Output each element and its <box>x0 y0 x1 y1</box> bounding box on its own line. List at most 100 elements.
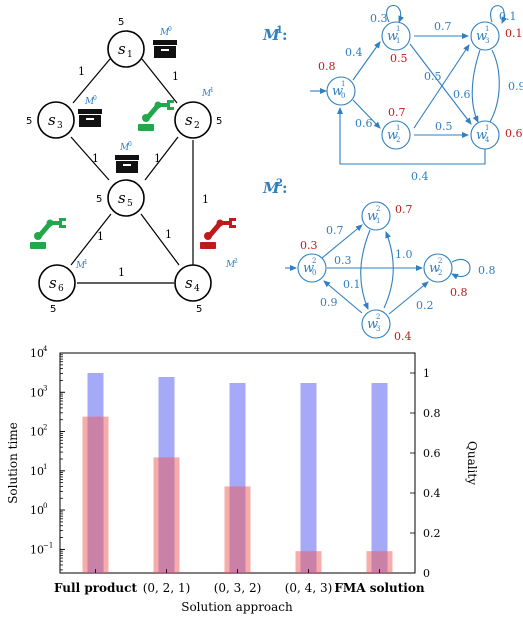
svg-text:w: w <box>367 209 378 224</box>
box-tag-s3: M <box>84 97 95 107</box>
category-label: (0, 3, 2) <box>214 581 262 595</box>
box-icon: M 0 <box>78 95 102 127</box>
node-s6: s 6 5 <box>38 264 76 315</box>
m1-title-sup: 1 <box>276 25 283 36</box>
y-tick-label: 10 <box>30 426 44 439</box>
m2-state-w1: w 2 1 <box>361 201 391 231</box>
y-tick-exp: 0 <box>43 502 47 510</box>
svg-text:0.1: 0.1 <box>505 27 523 40</box>
node-s1-sub: 1 <box>127 50 133 60</box>
svg-text:2: 2 <box>376 205 380 213</box>
m2-title-sup: 2 <box>276 178 283 189</box>
y-tick-label: 10 <box>30 543 44 556</box>
time-bar <box>366 551 393 573</box>
svg-text:w: w <box>332 84 343 99</box>
chart-y2label: Quality <box>465 441 479 485</box>
svg-text:0.9: 0.9 <box>508 80 523 93</box>
box-icon: M 0 <box>115 141 139 173</box>
svg-text:0.2: 0.2 <box>416 299 434 312</box>
svg-text:0.6: 0.6 <box>505 127 523 140</box>
m1-state-w3: w 1 3 <box>470 21 500 51</box>
svg-text:0.1: 0.1 <box>499 10 517 23</box>
m1-states: w 1 0 w 1 1 w 1 2 w 1 3 <box>326 21 500 150</box>
y2-tick-label: 0.4 <box>423 487 441 500</box>
node-s1: s 1 5 <box>107 17 145 68</box>
graph-edges <box>70 58 194 284</box>
y2-tick-label: 0.6 <box>423 447 441 460</box>
edge-weight-s2-s5: 1 <box>154 152 161 165</box>
node-s6-sub: 6 <box>58 284 64 294</box>
svg-text:1: 1 <box>485 25 489 33</box>
svg-text:0.7: 0.7 <box>388 106 406 119</box>
node-s3: s 3 5 <box>26 101 75 139</box>
chart-right-ticks: 0 0.2 0.4 0.6 0.8 1 <box>410 367 441 580</box>
svg-text:1: 1 <box>396 25 400 33</box>
svg-text:0.4: 0.4 <box>394 330 412 343</box>
environment-graph: 1 1 1 1 1 1 1 1 s 1 5 s 3 5 s 2 5 <box>26 17 238 315</box>
svg-text:0.7: 0.7 <box>326 224 344 237</box>
svg-text:0.5: 0.5 <box>390 52 408 65</box>
robot-arm-icon: M 2 <box>200 218 238 270</box>
edge-s2-s5 <box>144 136 179 181</box>
category-label: Full product <box>54 581 137 595</box>
chart-xlabel: Solution approach <box>181 600 293 614</box>
edge-weight-s5-s6: 1 <box>97 230 104 243</box>
m2-state-w0: w 2 0 <box>297 253 327 283</box>
svg-text:0.3: 0.3 <box>300 239 318 252</box>
m1-state-w2: w 1 2 <box>381 120 411 150</box>
svg-text:0: 0 <box>341 92 345 100</box>
m1-state-w1: w 1 1 <box>381 21 411 51</box>
edge-s5-s6 <box>70 213 112 266</box>
chart-ylabel: Solution time <box>6 422 20 504</box>
y-tick-exp: 4 <box>43 345 48 353</box>
edge-weight-s5-s4: 1 <box>165 228 172 241</box>
m2-state-w2: w 2 2 <box>423 253 453 283</box>
node-s1-weight: 5 <box>118 17 124 28</box>
time-bar <box>224 486 251 573</box>
edge-weight-s6-s4: 1 <box>118 266 125 279</box>
y2-tick-label: 0.2 <box>423 527 441 540</box>
svg-text:0.1: 0.1 <box>343 278 361 291</box>
node-s3-sub: 3 <box>57 121 63 131</box>
svg-text:2: 2 <box>376 313 380 321</box>
m1-state-w0: w 1 0 <box>326 76 356 106</box>
y2-tick-label: 0.8 <box>423 407 441 420</box>
svg-text:3: 3 <box>376 325 380 333</box>
edge-s1-s2 <box>141 58 178 104</box>
node-s5-label: s <box>118 189 126 207</box>
edge-weight-s1-s3: 1 <box>78 65 85 78</box>
y-tick-exp: 3 <box>43 384 47 392</box>
category-label: (0, 2, 1) <box>143 581 191 595</box>
node-s3-weight: 5 <box>26 116 32 127</box>
svg-text:0.8: 0.8 <box>318 60 336 73</box>
node-s2-sub: 2 <box>194 121 200 131</box>
y-tick-exp: 1 <box>43 463 47 471</box>
y-tick-exp: −1 <box>43 541 53 549</box>
robot-tag-s6-sup: 1 <box>84 259 88 266</box>
svg-text:1: 1 <box>376 217 380 225</box>
robot-tag-s6: M <box>75 261 86 271</box>
svg-text:3: 3 <box>485 37 489 45</box>
m2-title-suffix: : <box>282 179 288 197</box>
m2-state-probs: 0.3 0.7 0.8 0.4 <box>300 203 468 343</box>
svg-text:0.4: 0.4 <box>345 46 363 59</box>
node-s1-label: s <box>118 40 126 58</box>
m2-title: M <box>262 179 280 197</box>
time-bar <box>295 551 322 573</box>
node-s4: s 4 5 <box>174 264 212 315</box>
quality-bar <box>300 383 317 573</box>
svg-text:0: 0 <box>312 269 316 277</box>
m2-state-w3: w 2 3 <box>361 309 391 339</box>
y-tick-label: 10 <box>30 386 44 399</box>
m1-title-suffix: : <box>282 26 288 44</box>
svg-text:1: 1 <box>341 80 345 88</box>
y-tick-exp: 2 <box>43 424 47 432</box>
svg-text:1.0: 1.0 <box>395 248 413 261</box>
svg-text:2: 2 <box>438 257 442 265</box>
node-s2: s 2 5 <box>174 101 222 139</box>
svg-text:1: 1 <box>396 37 400 45</box>
svg-text:w: w <box>303 261 314 276</box>
node-s6-weight: 5 <box>50 304 56 315</box>
svg-text:4: 4 <box>485 136 490 144</box>
